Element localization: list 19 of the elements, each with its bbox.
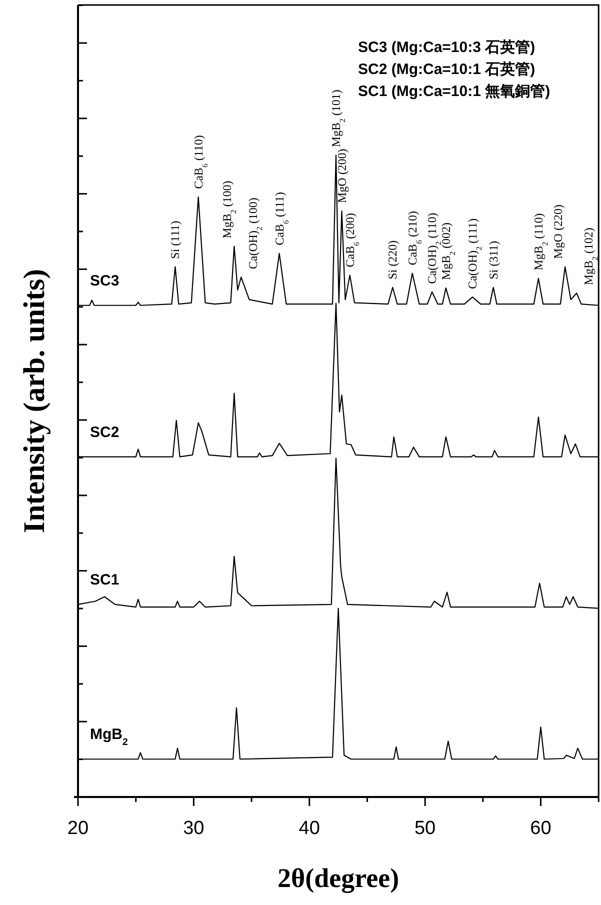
x-tick-label: 40 xyxy=(298,818,320,839)
text: SC2 (Mg:Ca=10:1 石英管) xyxy=(358,61,536,78)
annotation: Si (220) xyxy=(386,240,400,280)
annotation: MgO (200) xyxy=(334,148,349,204)
text: SC1 (Mg:Ca=10:1 無氧銅管) xyxy=(358,83,550,100)
annotation: MgO (220) xyxy=(551,204,566,259)
text: SC3 (Mg:Ca=10:3 石英管) xyxy=(358,39,536,56)
x-tick-label: 50 xyxy=(414,818,436,839)
legend-label: MgB$_{2}$ xyxy=(90,726,128,748)
x-tick-label: 20 xyxy=(67,818,89,839)
x-tick-label: 60 xyxy=(530,818,552,839)
legend-label: SC2 xyxy=(90,424,120,441)
x-axis-title: 2θ(degree) xyxy=(278,863,400,893)
legend-label: SC3 xyxy=(90,272,120,290)
x-tick-label: 30 xyxy=(183,818,204,839)
annotation: Si (311) xyxy=(486,240,500,280)
annotation: Si (111) xyxy=(168,220,182,259)
legend-label: SC1 xyxy=(90,571,120,588)
y-axis-title: Intensity (arb. units) xyxy=(18,268,51,534)
